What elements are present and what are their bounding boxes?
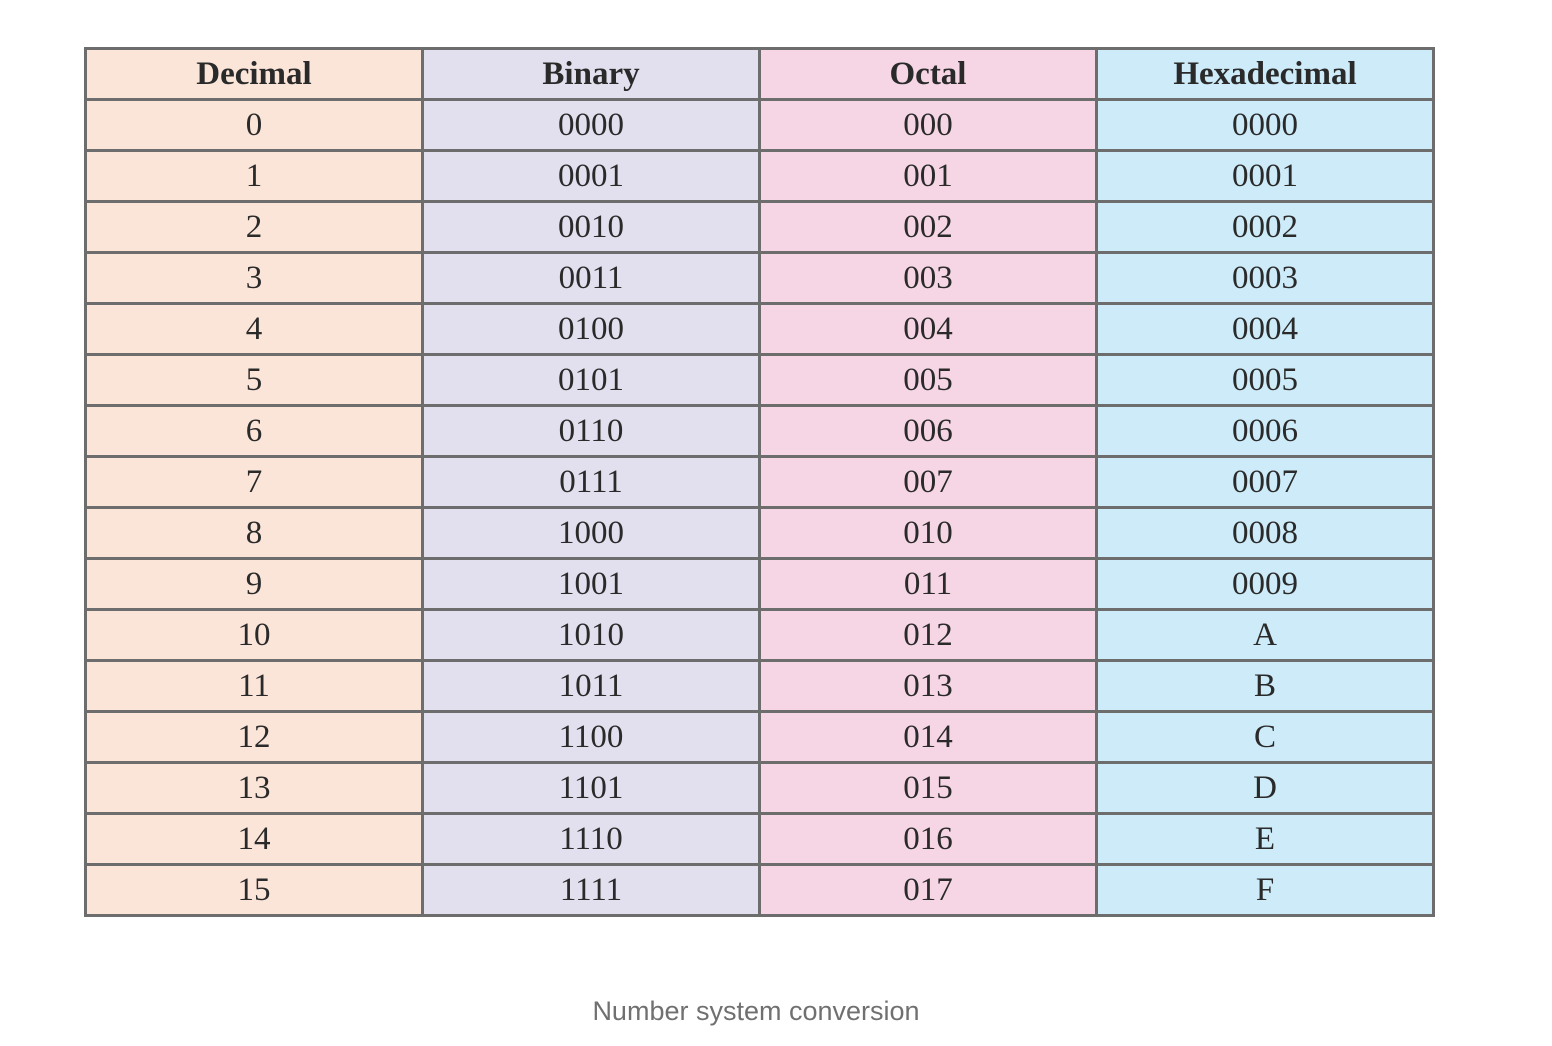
table-row: 1 0001 001 0001 xyxy=(84,149,1435,203)
cell-octal: 004 xyxy=(758,302,1098,356)
number-conversion-table: Decimal Binary Octal Hexadecimal 0 0000 00… xyxy=(84,47,1435,917)
cell-binary: 1000 xyxy=(421,506,761,560)
cell-hexadecimal: B xyxy=(1095,659,1435,713)
cell-octal: 007 xyxy=(758,455,1098,509)
cell-decimal: 5 xyxy=(84,353,424,407)
cell-hexadecimal: E xyxy=(1095,812,1435,866)
cell-octal: 016 xyxy=(758,812,1098,866)
conversion-table-container: Decimal Binary Octal Hexadecimal 0 0000 00… xyxy=(84,47,1435,917)
cell-decimal: 13 xyxy=(84,761,424,815)
cell-hexadecimal: 0009 xyxy=(1095,557,1435,611)
cell-hexadecimal: 0001 xyxy=(1095,149,1435,203)
cell-decimal: 9 xyxy=(84,557,424,611)
table-row: 14 1110 016 E xyxy=(84,812,1435,866)
cell-octal: 006 xyxy=(758,404,1098,458)
cell-octal: 001 xyxy=(758,149,1098,203)
cell-octal: 011 xyxy=(758,557,1098,611)
table-row: 7 0111 007 0007 xyxy=(84,455,1435,509)
cell-binary: 1100 xyxy=(421,710,761,764)
cell-binary: 1001 xyxy=(421,557,761,611)
cell-decimal: 12 xyxy=(84,710,424,764)
cell-decimal: 10 xyxy=(84,608,424,662)
cell-binary: 0011 xyxy=(421,251,761,305)
table-row: 10 1010 012 A xyxy=(84,608,1435,662)
cell-hexadecimal: 0002 xyxy=(1095,200,1435,254)
table-row: 5 0101 005 0005 xyxy=(84,353,1435,407)
cell-decimal: 14 xyxy=(84,812,424,866)
cell-decimal: 0 xyxy=(84,98,424,152)
cell-hexadecimal: 0007 xyxy=(1095,455,1435,509)
cell-decimal: 3 xyxy=(84,251,424,305)
table-body: 0 0000 000 0000 1 0001 001 0001 2 0010 002 0002 3 001… xyxy=(84,98,1435,917)
table-row: 13 1101 015 D xyxy=(84,761,1435,815)
cell-octal: 014 xyxy=(758,710,1098,764)
cell-octal: 013 xyxy=(758,659,1098,713)
cell-binary: 1101 xyxy=(421,761,761,815)
cell-hexadecimal: 0004 xyxy=(1095,302,1435,356)
cell-octal: 005 xyxy=(758,353,1098,407)
header-octal: Octal xyxy=(758,47,1098,101)
cell-binary: 0001 xyxy=(421,149,761,203)
cell-hexadecimal: 0005 xyxy=(1095,353,1435,407)
header-decimal: Decimal xyxy=(84,47,424,101)
cell-binary: 1011 xyxy=(421,659,761,713)
cell-binary: 1111 xyxy=(421,863,761,917)
table-row: 3 0011 003 0003 xyxy=(84,251,1435,305)
cell-hexadecimal: 0006 xyxy=(1095,404,1435,458)
cell-binary: 0110 xyxy=(421,404,761,458)
table-row: 9 1001 011 0009 xyxy=(84,557,1435,611)
header-binary: Binary xyxy=(421,47,761,101)
cell-hexadecimal: 0003 xyxy=(1095,251,1435,305)
cell-decimal: 1 xyxy=(84,149,424,203)
cell-decimal: 11 xyxy=(84,659,424,713)
table-row: 12 1100 014 C xyxy=(84,710,1435,764)
table-caption: Number system conversion xyxy=(592,996,920,1026)
cell-hexadecimal: D xyxy=(1095,761,1435,815)
table-row: 6 0110 006 0006 xyxy=(84,404,1435,458)
table-header: Decimal Binary Octal Hexadecimal xyxy=(84,47,1435,101)
cell-hexadecimal: 0000 xyxy=(1095,98,1435,152)
table-row: 8 1000 010 0008 xyxy=(84,506,1435,560)
cell-hexadecimal: 0008 xyxy=(1095,506,1435,560)
table-row: 4 0100 004 0004 xyxy=(84,302,1435,356)
cell-binary: 0101 xyxy=(421,353,761,407)
cell-octal: 012 xyxy=(758,608,1098,662)
table-row: 2 0010 002 0002 xyxy=(84,200,1435,254)
cell-hexadecimal: F xyxy=(1095,863,1435,917)
cell-binary: 0010 xyxy=(421,200,761,254)
cell-octal: 010 xyxy=(758,506,1098,560)
cell-decimal: 8 xyxy=(84,506,424,560)
cell-decimal: 15 xyxy=(84,863,424,917)
header-row: Decimal Binary Octal Hexadecimal xyxy=(84,47,1435,101)
table-row: 11 1011 013 B xyxy=(84,659,1435,713)
cell-hexadecimal: C xyxy=(1095,710,1435,764)
cell-octal: 015 xyxy=(758,761,1098,815)
cell-binary: 1110 xyxy=(421,812,761,866)
header-hexadecimal: Hexadecimal xyxy=(1095,47,1435,101)
cell-octal: 003 xyxy=(758,251,1098,305)
cell-octal: 000 xyxy=(758,98,1098,152)
cell-binary: 0000 xyxy=(421,98,761,152)
cell-binary: 0111 xyxy=(421,455,761,509)
table-row: 15 1111 017 F xyxy=(84,863,1435,917)
cell-decimal: 4 xyxy=(84,302,424,356)
cell-octal: 002 xyxy=(758,200,1098,254)
cell-hexadecimal: A xyxy=(1095,608,1435,662)
cell-octal: 017 xyxy=(758,863,1098,917)
table-row: 0 0000 000 0000 xyxy=(84,98,1435,152)
cell-decimal: 7 xyxy=(84,455,424,509)
cell-decimal: 6 xyxy=(84,404,424,458)
cell-decimal: 2 xyxy=(84,200,424,254)
cell-binary: 1010 xyxy=(421,608,761,662)
cell-binary: 0100 xyxy=(421,302,761,356)
